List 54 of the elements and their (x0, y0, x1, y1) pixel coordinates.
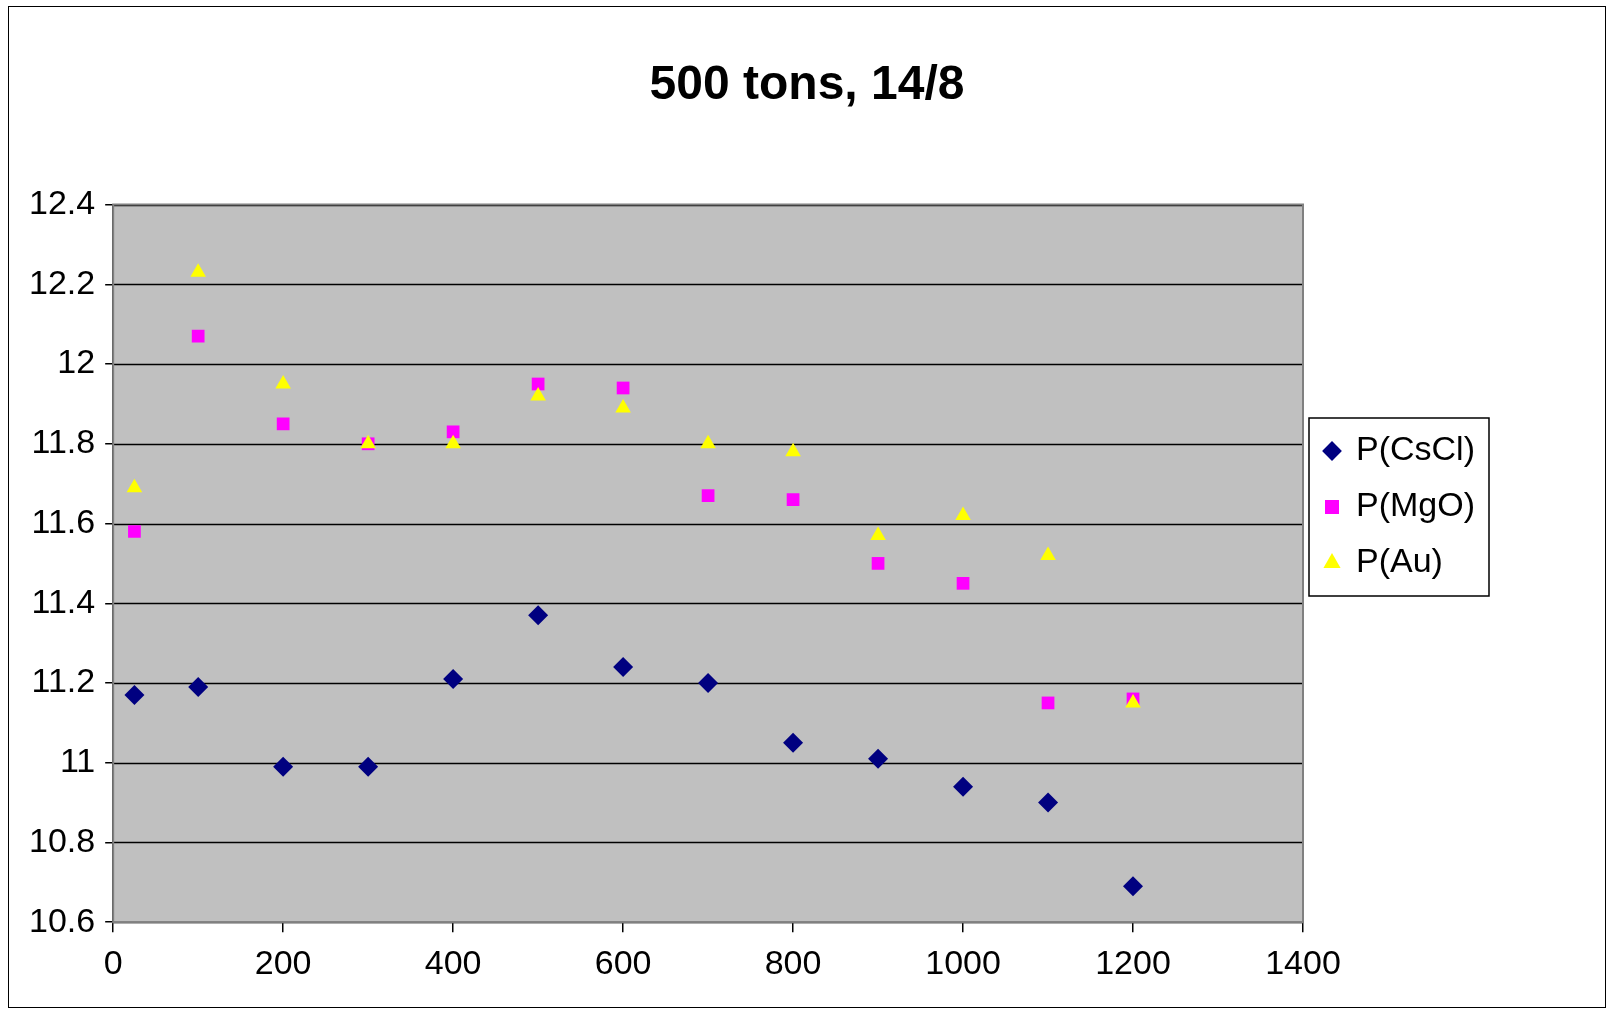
point (528, 605, 549, 626)
y-tick-label: 10.6 (28, 900, 96, 939)
chart-title: 500 tons, 14/8 (649, 56, 965, 110)
point (128, 525, 141, 538)
point (191, 329, 205, 343)
y-tick-label: 12.4 (28, 182, 96, 221)
x-tick-label: 800 (764, 942, 822, 981)
point (1038, 792, 1059, 813)
x-tick-label: 1400 (1265, 942, 1341, 981)
x-tick-label: 0 (103, 942, 123, 981)
point (445, 434, 461, 449)
point (955, 506, 971, 521)
y-tick-label: 10.8 (28, 820, 96, 859)
point (446, 425, 460, 439)
y-tick-label: 11.4 (31, 581, 96, 620)
point (953, 776, 974, 797)
y-tick-label: 11 (59, 741, 96, 780)
point (273, 756, 294, 777)
point (1123, 876, 1144, 897)
point (126, 478, 143, 493)
point (188, 676, 209, 697)
legend-label: P(CsCl) (1356, 429, 1475, 468)
point (701, 489, 715, 502)
point (613, 657, 634, 678)
legend-label: P(MgO) (1356, 485, 1475, 524)
y-tick-label: 11.6 (31, 501, 96, 540)
y-tick-label: 11.2 (31, 661, 96, 700)
point (700, 434, 716, 449)
point (868, 748, 889, 769)
point (275, 375, 291, 389)
point (956, 576, 970, 590)
y-tick-label: 12 (57, 342, 96, 381)
legend-label: P(Au) (1356, 541, 1443, 580)
point (124, 684, 145, 705)
point (358, 756, 379, 777)
point (785, 442, 801, 457)
point (870, 526, 886, 540)
x-tick-label: 1200 (1095, 942, 1171, 981)
point (786, 493, 800, 506)
x-tick-label: 600 (594, 942, 652, 981)
point (1040, 546, 1056, 560)
point (276, 417, 290, 431)
point (698, 673, 719, 693)
point (615, 398, 631, 413)
x-tick-label: 200 (254, 942, 312, 981)
x-tick-label: 1000 (925, 942, 1001, 981)
x-tick-label: 400 (424, 942, 482, 981)
point (443, 669, 464, 690)
point (783, 732, 804, 753)
point (190, 263, 206, 277)
y-tick-label: 11.8 (31, 422, 96, 461)
point (530, 386, 546, 401)
y-tick-label: 12.2 (28, 262, 96, 301)
point (871, 557, 885, 570)
